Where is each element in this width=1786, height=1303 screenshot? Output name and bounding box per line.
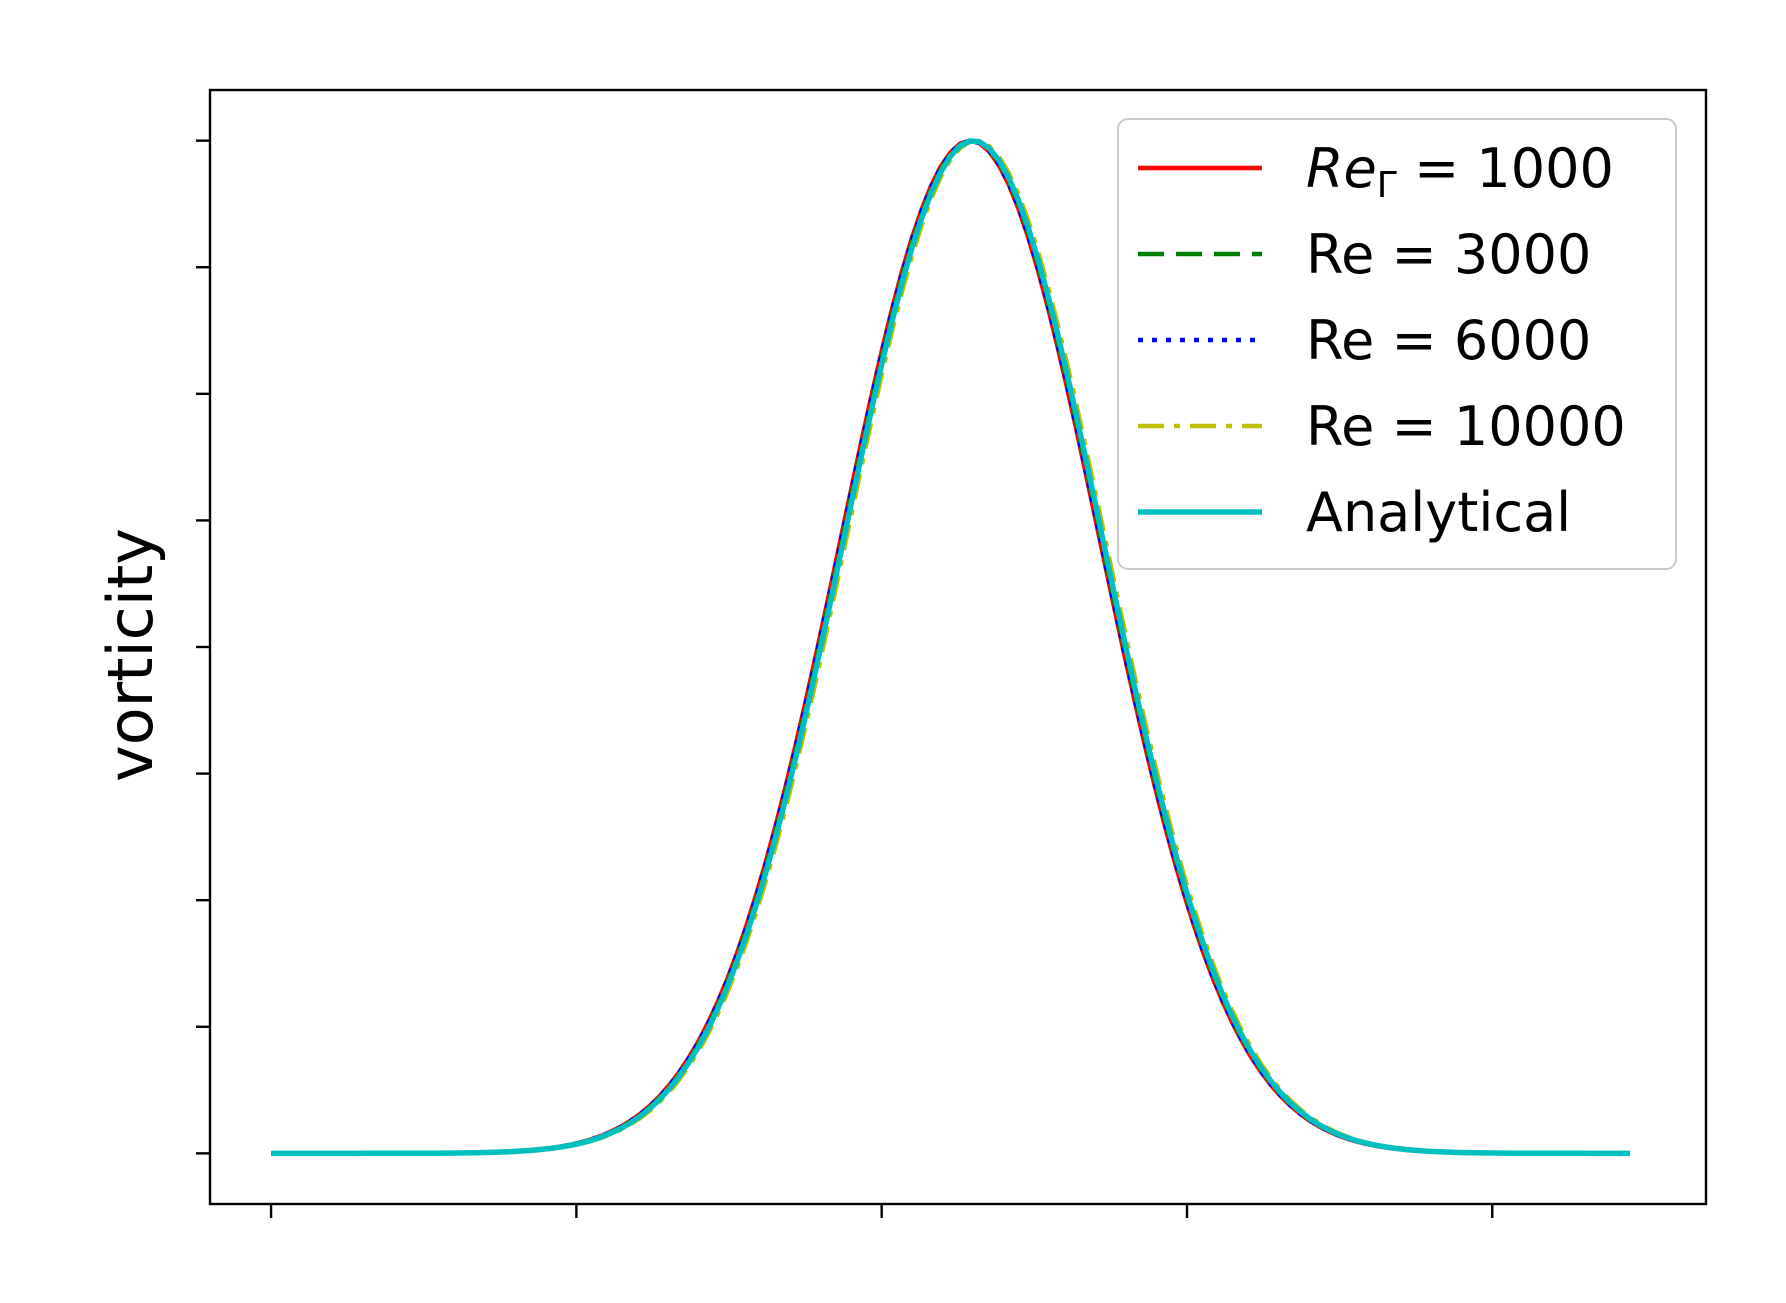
plot-area: [196, 88, 1708, 1218]
legend-label-1: Re = 3000: [1306, 223, 1591, 286]
legend-label-3: Re = 10000: [1306, 395, 1626, 458]
legend-label-2: Re = 6000: [1306, 309, 1591, 372]
y-ticks: [196, 139, 210, 1155]
x-ticks: [269, 1204, 1494, 1218]
series-group: [271, 138, 1630, 1157]
legend-label-0: ReΓ = 1000: [1306, 137, 1614, 206]
series-line-4: [271, 138, 1630, 1157]
legend: ReΓ = 1000 Re = 3000 Re = 6000 Re = 10000 An…: [1117, 118, 1677, 570]
legend-frame: [1117, 118, 1677, 570]
y-axis-label: vorticity: [94, 528, 167, 782]
legend-label-4: Analytical: [1306, 481, 1571, 544]
